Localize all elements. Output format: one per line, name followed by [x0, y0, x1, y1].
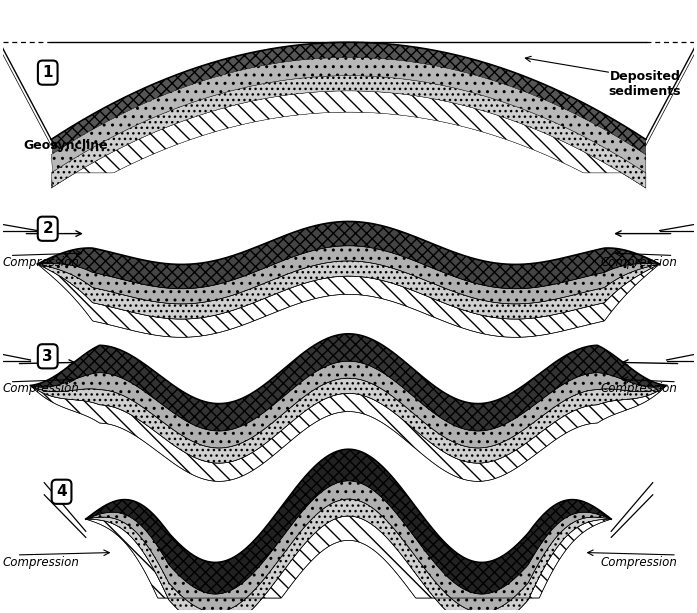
PathPatch shape [51, 58, 646, 173]
PathPatch shape [51, 91, 646, 188]
PathPatch shape [38, 261, 659, 319]
PathPatch shape [31, 386, 666, 481]
Text: Compression: Compression [600, 555, 677, 568]
PathPatch shape [86, 449, 611, 594]
PathPatch shape [38, 264, 659, 337]
Text: 1: 1 [43, 65, 53, 80]
Text: Compression: Compression [3, 256, 79, 269]
Text: 2: 2 [43, 221, 53, 236]
PathPatch shape [31, 361, 666, 448]
Text: Deposited
sediments: Deposited sediments [608, 70, 680, 97]
PathPatch shape [31, 334, 666, 431]
PathPatch shape [86, 516, 611, 613]
PathPatch shape [86, 499, 611, 613]
Text: Compression: Compression [3, 555, 79, 568]
Text: 3: 3 [43, 349, 53, 364]
Text: Compression: Compression [3, 383, 79, 395]
PathPatch shape [51, 91, 646, 188]
Text: Geosyncline: Geosyncline [24, 139, 108, 153]
PathPatch shape [31, 378, 666, 463]
Text: Compression: Compression [600, 383, 677, 395]
PathPatch shape [38, 246, 659, 304]
PathPatch shape [51, 42, 646, 154]
PathPatch shape [86, 481, 611, 612]
Text: 4: 4 [56, 484, 67, 499]
PathPatch shape [51, 75, 646, 188]
Text: Compression: Compression [600, 256, 677, 269]
PathPatch shape [38, 221, 659, 289]
